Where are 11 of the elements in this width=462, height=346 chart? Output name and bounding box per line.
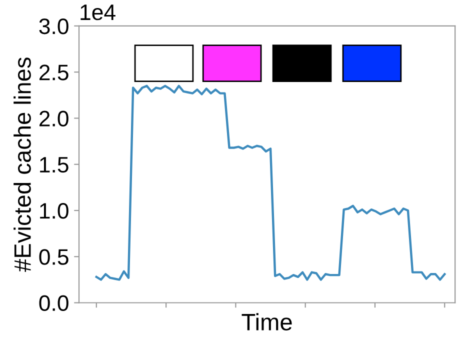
- y-tick-label: 0.0: [39, 295, 68, 312]
- y-tick-label: 2.5: [40, 64, 68, 80]
- y-tick-label: 3.0: [39, 18, 68, 34]
- line-series: [95, 84, 446, 281]
- y-tick-label: 0.5: [39, 249, 68, 265]
- y-tick-label: 1.5: [40, 157, 68, 173]
- y-tick-label: 2.0: [40, 110, 68, 126]
- x-axis-title: Time: [242, 313, 292, 331]
- text: 1e4: [80, 4, 116, 20]
- y-axis-title: #Evicted cache lines: [14, 58, 31, 272]
- y-tick-label: 1.0: [40, 203, 68, 219]
